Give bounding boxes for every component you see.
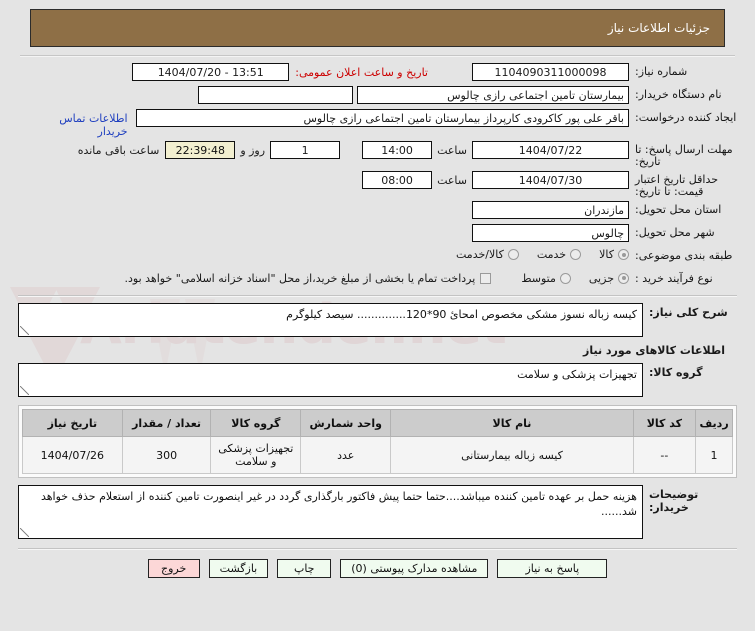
- row-process-type: نوع فرآیند خرید : جزیی متوسط پرداخت تمام…: [18, 270, 737, 290]
- price-validity-date: 1404/07/30: [472, 171, 629, 189]
- goods-group-label: گروه کالا:: [649, 366, 703, 379]
- city-label: شهر محل تحویل:: [635, 226, 715, 239]
- buyer-notes-textarea[interactable]: هزینه حمل بر عهده تامین کننده میباشد....…: [18, 485, 643, 539]
- days-label: روز و: [240, 144, 266, 157]
- col-header-group: گروه کالا: [210, 409, 302, 437]
- radio-category-kala-khedmat[interactable]: کالا/خدمت: [456, 248, 519, 261]
- cell-group: تجهیزات پزشکی و سلامت: [210, 436, 302, 474]
- cell-unit: عدد: [300, 436, 392, 474]
- treasury-note-label: پرداخت تمام یا بخشی از مبلغ خرید،از محل …: [124, 272, 476, 285]
- radio-dot-icon: [507, 249, 519, 260]
- buyer-org-label: نام دستگاه خریدار:: [635, 88, 722, 101]
- countdown-timer: 22:39:48: [165, 141, 236, 159]
- province-label: استان محل تحویل:: [635, 203, 722, 216]
- radio-process-motevaset[interactable]: متوسط: [521, 272, 571, 285]
- page-title: جزئیات اطلاعات نیاز: [607, 21, 710, 35]
- public-announce-value: 13:51 - 1404/07/20: [132, 63, 290, 81]
- radio-category-kala-label: کالا: [599, 248, 614, 261]
- buyer-notes-label: توضیحات خریدار:: [649, 488, 699, 514]
- radio-dot-icon: [618, 249, 629, 260]
- buyer-notes-row: توضیحات خریدار: هزینه حمل بر عهده تامین …: [18, 485, 737, 539]
- top-divider: [20, 55, 735, 57]
- cell-date: 1404/07/26: [22, 436, 123, 474]
- col-header-qty: تعداد / مقدار: [121, 409, 212, 437]
- cell-name: کیسه زباله بیمارستانی: [390, 436, 634, 474]
- row-buyer-org: نام دستگاه خریدار: بیمارستان تامین اجتما…: [18, 86, 737, 106]
- radio-process-motevaset-label: متوسط: [521, 271, 556, 285]
- cell-qty: 300: [121, 436, 212, 474]
- buyer-org-extra-box: [198, 86, 353, 104]
- row-creator: ایجاد کننده درخواست: باقر علی پور کاکرود…: [18, 109, 737, 138]
- need-number-value: 1104090311000098: [472, 63, 629, 81]
- col-header-name: نام کالا: [390, 409, 634, 437]
- process-type-label: نوع فرآیند خرید :: [635, 272, 713, 285]
- buyer-contact-link[interactable]: اطلاعات تماس خریدار: [59, 112, 128, 138]
- row-price-validity: حداقل تاریخ اعتبار قیمت: تا تاریخ: 1404/…: [18, 171, 737, 198]
- remaining-days: 1: [270, 141, 341, 159]
- goods-section-title: اطلاعات کالاهای مورد نیاز: [583, 344, 725, 357]
- radio-category-kala-khedmat-label: کالا/خدمت: [456, 248, 504, 261]
- items-table: ردیف کد کالا نام کالا واحد شمارش گروه کا…: [22, 409, 733, 474]
- form-bottom-divider: [18, 295, 737, 297]
- response-deadline-label: مهلت ارسال پاسخ: تا تاریخ:: [635, 143, 733, 168]
- radio-process-jozee-label: جزیی: [588, 271, 614, 285]
- city-value: چالوس: [472, 224, 629, 242]
- table-header-row: ردیف کد کالا نام کالا واحد شمارش گروه کا…: [22, 409, 733, 437]
- radio-category-khedmat-label: خدمت: [536, 248, 567, 261]
- row-need-number: شماره نیاز: 1104090311000098 تاریخ و ساع…: [18, 63, 737, 83]
- respond-to-need-button[interactable]: پاسخ به نیاز: [497, 559, 608, 578]
- table-row: 1 -- کیسه زباله بیمارستانی عدد تجهیزات پ…: [22, 436, 733, 474]
- print-button[interactable]: چاپ: [277, 559, 332, 578]
- public-announce-label: تاریخ و ساعت اعلان عمومی:: [295, 66, 428, 79]
- price-validity-label: حداقل تاریخ اعتبار قیمت: تا تاریخ:: [635, 173, 719, 198]
- checkbox-treasury-docs[interactable]: پرداخت تمام یا بخشی از مبلغ خرید،از محل …: [125, 271, 492, 285]
- validity-hour-label: ساعت: [437, 174, 467, 187]
- radio-process-jozee[interactable]: جزیی: [589, 272, 629, 285]
- page-title-bar: جزئیات اطلاعات نیاز: [30, 9, 725, 47]
- radio-dot-icon: [618, 272, 629, 284]
- back-button[interactable]: بازگشت: [208, 559, 269, 578]
- subject-category-label: طبقه بندی موضوعی:: [635, 249, 733, 262]
- goods-group-textarea[interactable]: تجهیزات پزشکی و سلامت: [18, 363, 643, 397]
- province-value: مازندران: [472, 201, 629, 219]
- radio-category-khedmat[interactable]: خدمت: [536, 248, 582, 261]
- checkbox-icon: [480, 272, 492, 284]
- price-validity-time: 08:00: [362, 171, 433, 189]
- col-header-code: کد کالا: [632, 409, 697, 437]
- creator-value: باقر علی پور کاکرودی کارپرداز بیمارستان …: [135, 109, 629, 127]
- footer-button-row: پاسخ به نیاز مشاهده مدارک پیوستی (0) چاپ…: [0, 559, 755, 578]
- row-city: شهر محل تحویل: چالوس: [18, 224, 737, 244]
- general-description-row: شرح کلی نیاز: کیسه زباله نسوز مشکی مخصوص…: [18, 303, 737, 337]
- col-header-radif: ردیف: [695, 409, 733, 437]
- col-header-unit: واحد شمارش: [300, 409, 392, 437]
- footer-divider: [18, 548, 737, 550]
- general-description-textarea[interactable]: کیسه زباله نسوز مشکی مخصوص امحائ 90*120.…: [18, 303, 643, 337]
- countdown-suffix-label: ساعت باقی مانده: [77, 144, 160, 157]
- buyer-org-value: بیمارستان تامین اجتماعی رازی چالوس: [357, 86, 629, 104]
- radio-dot-icon: [570, 249, 582, 260]
- response-deadline-date: 1404/07/22: [472, 141, 629, 159]
- creator-label: ایجاد کننده درخواست:: [635, 111, 737, 124]
- radio-dot-icon: [559, 272, 571, 284]
- need-info-form: شماره نیاز: 1104090311000098 تاریخ و ساع…: [18, 63, 737, 290]
- row-response-deadline: مهلت ارسال پاسخ: تا تاریخ: 1404/07/22 سا…: [18, 141, 737, 168]
- cell-radif: 1: [695, 436, 733, 474]
- row-subject-category: طبقه بندی موضوعی: کالا خدمت کالا/خدمت: [18, 247, 737, 267]
- goods-group-row: گروه کالا: تجهیزات پزشکی و سلامت: [18, 363, 737, 397]
- need-number-label: شماره نیاز:: [635, 65, 688, 78]
- general-description-label: شرح کلی نیاز:: [649, 306, 728, 319]
- view-attachments-button[interactable]: مشاهده مدارک پیوستی (0): [340, 559, 489, 578]
- radio-category-kala[interactable]: کالا: [599, 248, 629, 261]
- col-header-date: تاریخ نیاز: [22, 409, 123, 437]
- response-deadline-time: 14:00: [362, 141, 433, 159]
- deadline-hour-label: ساعت: [437, 144, 467, 157]
- row-province: استان محل تحویل: مازندران: [18, 201, 737, 221]
- cell-code: --: [632, 436, 697, 474]
- exit-button[interactable]: خروج: [147, 559, 200, 578]
- items-table-wrapper: ردیف کد کالا نام کالا واحد شمارش گروه کا…: [18, 405, 737, 478]
